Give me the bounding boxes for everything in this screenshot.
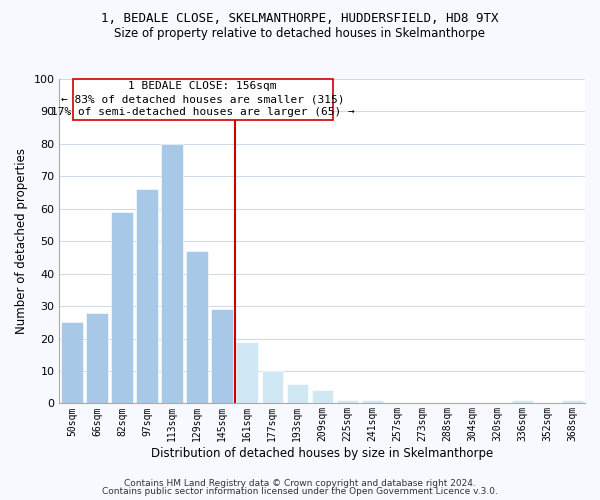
Bar: [61, 322, 83, 404]
Bar: [136, 190, 158, 404]
Bar: [287, 384, 308, 404]
Bar: [112, 212, 133, 404]
Text: 17% of semi-detached houses are larger (65) →: 17% of semi-detached houses are larger (…: [51, 108, 355, 118]
Bar: [187, 251, 208, 404]
Bar: [362, 400, 383, 404]
Bar: [86, 312, 107, 404]
Text: Size of property relative to detached houses in Skelmanthorpe: Size of property relative to detached ho…: [115, 28, 485, 40]
Bar: [262, 371, 283, 404]
Bar: [236, 342, 258, 404]
Text: ← 83% of detached houses are smaller (315): ← 83% of detached houses are smaller (31…: [61, 94, 344, 104]
Bar: [161, 144, 182, 404]
Y-axis label: Number of detached properties: Number of detached properties: [15, 148, 28, 334]
FancyBboxPatch shape: [73, 79, 333, 120]
X-axis label: Distribution of detached houses by size in Skelmanthorpe: Distribution of detached houses by size …: [151, 447, 493, 460]
Text: 1, BEDALE CLOSE, SKELMANTHORPE, HUDDERSFIELD, HD8 9TX: 1, BEDALE CLOSE, SKELMANTHORPE, HUDDERSF…: [101, 12, 499, 26]
Text: 1 BEDALE CLOSE: 156sqm: 1 BEDALE CLOSE: 156sqm: [128, 82, 277, 92]
Text: Contains HM Land Registry data © Crown copyright and database right 2024.: Contains HM Land Registry data © Crown c…: [124, 478, 476, 488]
Bar: [512, 400, 533, 404]
Text: Contains public sector information licensed under the Open Government Licence v.: Contains public sector information licen…: [102, 487, 498, 496]
Bar: [311, 390, 333, 404]
Bar: [211, 310, 233, 404]
Bar: [337, 400, 358, 404]
Bar: [562, 400, 583, 404]
